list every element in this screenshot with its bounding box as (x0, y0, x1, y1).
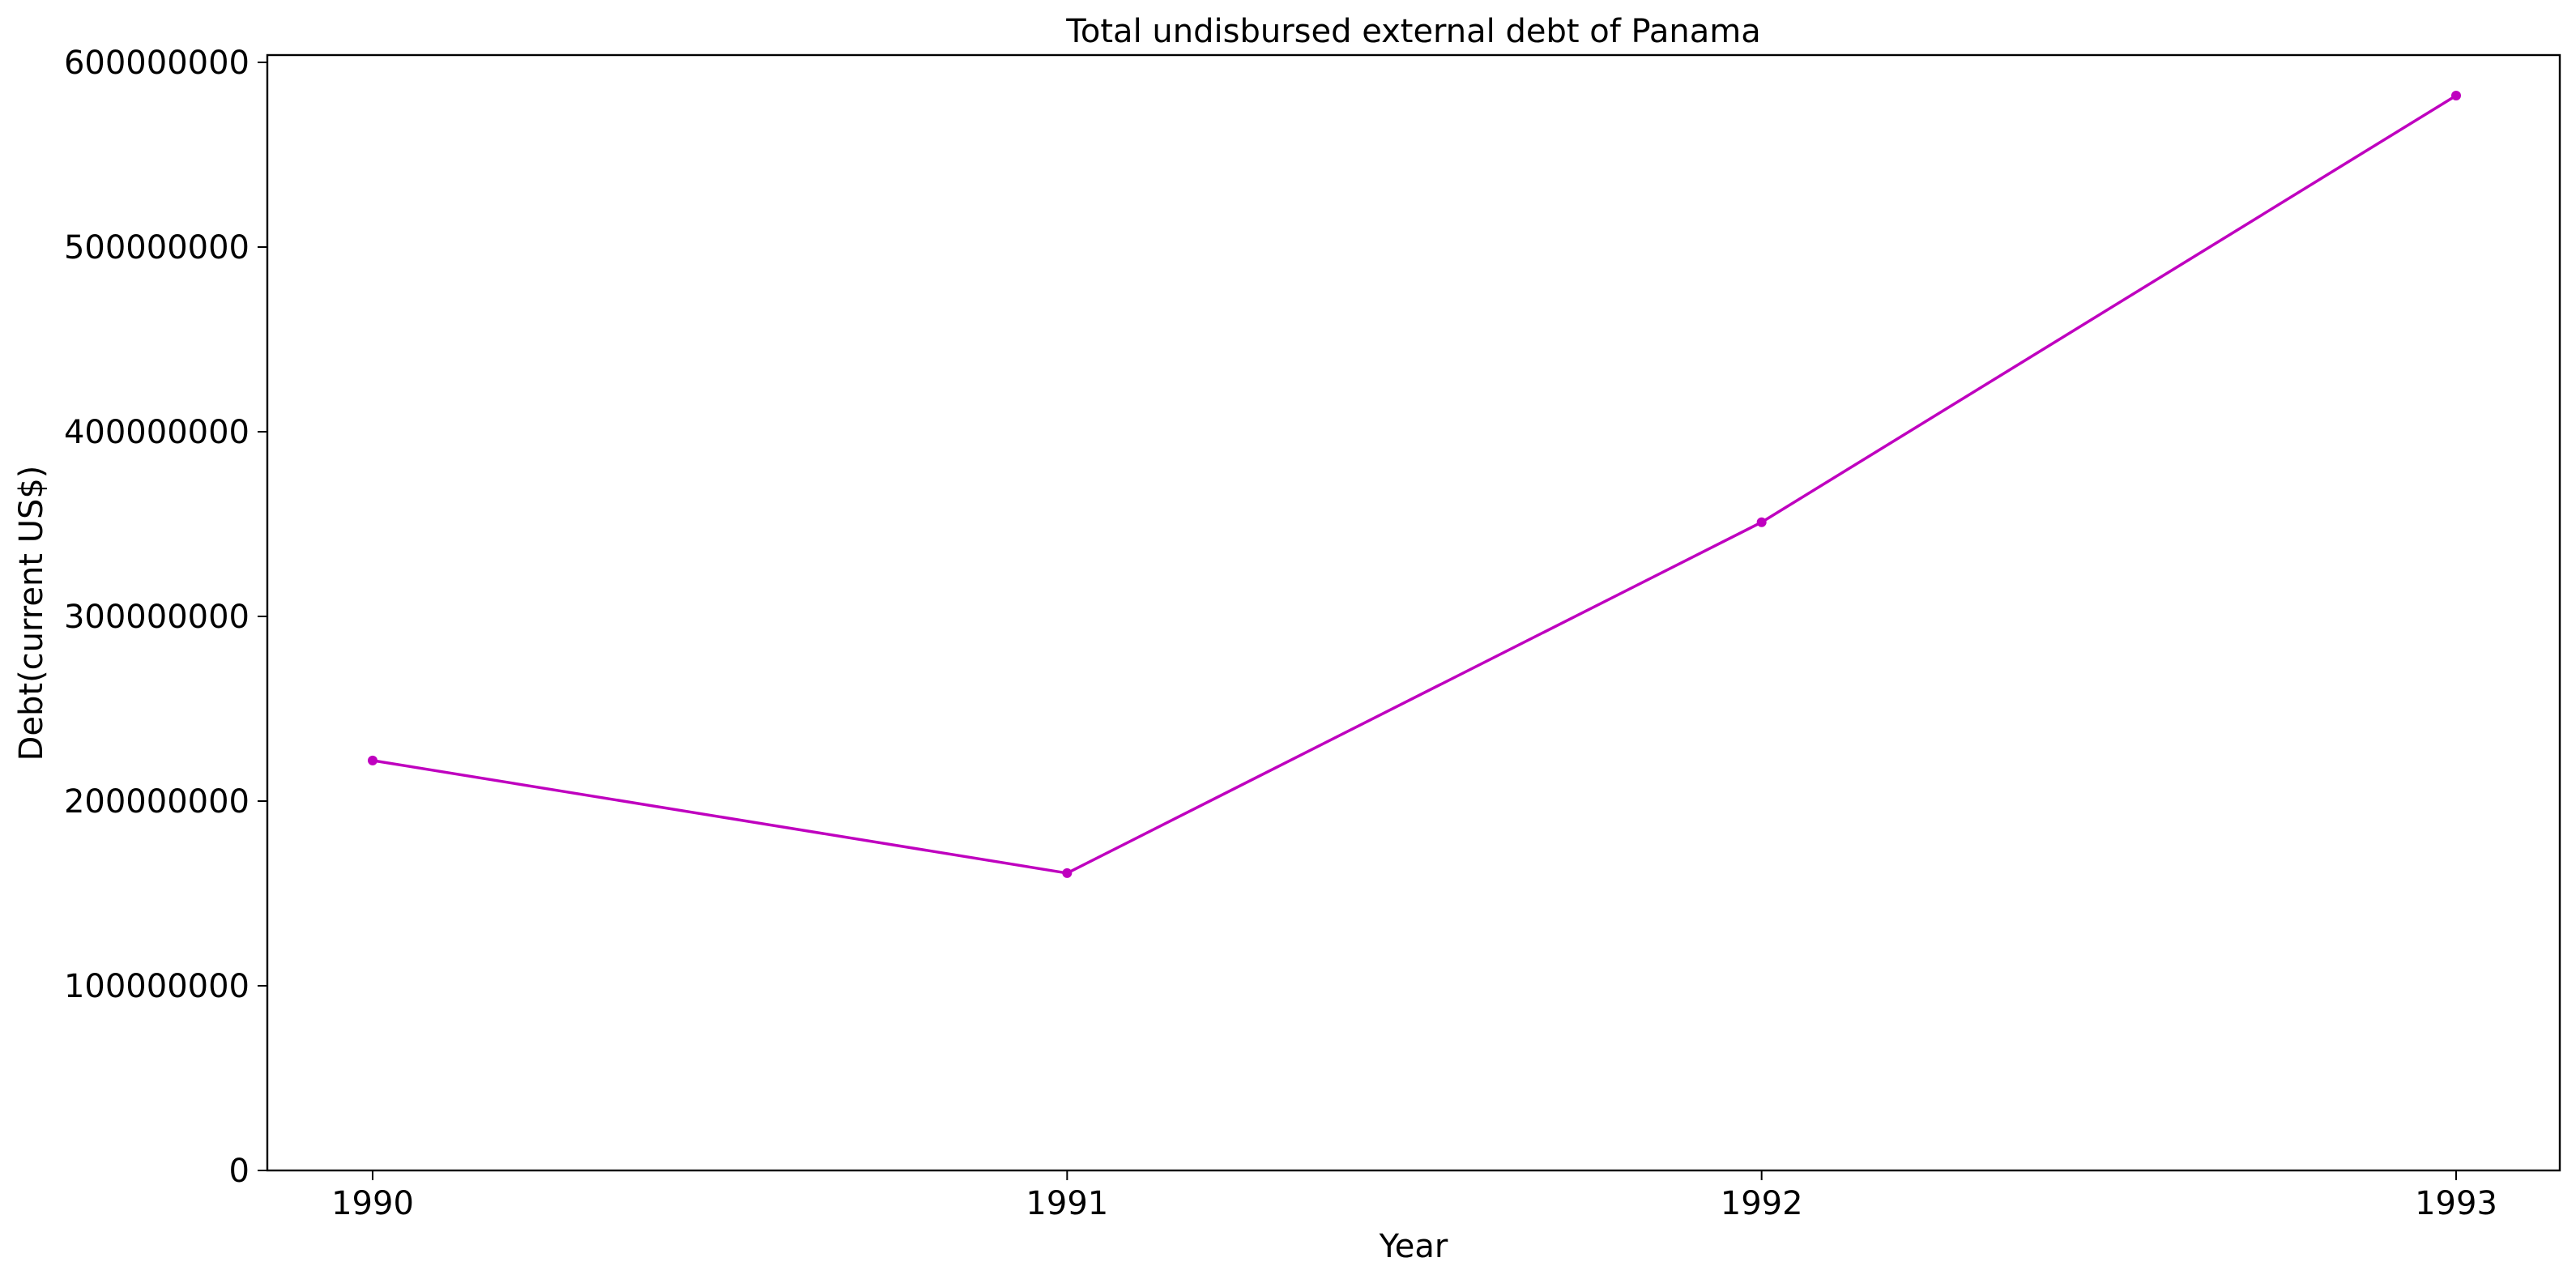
series-layer (368, 91, 2461, 878)
y-tick-label: 100000000 (64, 968, 249, 1005)
y-tick-label: 0 (229, 1153, 249, 1190)
data-point (2451, 91, 2461, 101)
y-tick-label: 200000000 (64, 783, 249, 821)
y-tick-label: 500000000 (64, 229, 249, 266)
x-tick-label: 1993 (2415, 1185, 2497, 1222)
x-axis-ticks: 1990 1991 1992 1993 (331, 1170, 2497, 1222)
x-tick-label: 1991 (1026, 1185, 1108, 1222)
series-line (371, 94, 2458, 875)
x-tick-label: 1992 (1721, 1185, 1803, 1222)
data-point (368, 755, 377, 765)
data-point (1062, 868, 1073, 878)
x-axis-label: Year (1379, 1228, 1448, 1265)
y-tick-label: 600000000 (64, 45, 249, 82)
y-tick-label: 400000000 (64, 414, 249, 451)
y-axis-ticks: 0 100000000 200000000 300000000 400000000 500… (64, 45, 267, 1190)
y-tick-label: 300000000 (64, 599, 249, 636)
data-point (1756, 517, 1767, 527)
x-tick-label: 1990 (331, 1185, 414, 1222)
y-axis-label: Debt(current US$) (13, 466, 50, 761)
chart-title: Total undisbursed external debt of Panam… (1065, 13, 1760, 50)
plot-frame (266, 53, 2561, 1172)
